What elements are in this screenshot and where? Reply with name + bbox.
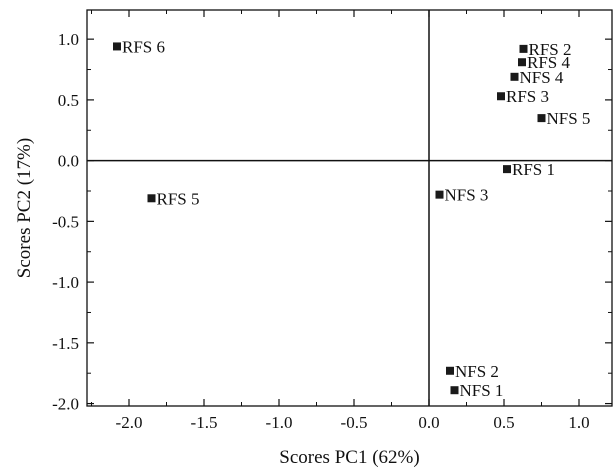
data-point-marker (510, 72, 519, 81)
data-point-marker (147, 194, 156, 203)
data-point-marker (113, 42, 121, 51)
data-point-label: NFS 1 (460, 381, 504, 400)
data-point-label: RFS 5 (157, 189, 200, 208)
data-point-marker (518, 58, 526, 67)
data-point-label: RFS 2 (529, 40, 572, 59)
data-point-marker (497, 92, 505, 101)
data-point-marker (519, 44, 528, 53)
data-point-marker (503, 165, 511, 174)
y-axis-title: Scores PC2 (17%) (14, 138, 35, 278)
y-tick-label: 0.5 (58, 91, 79, 110)
x-tick-label: -1.5 (191, 413, 218, 432)
data-point-marker (435, 190, 444, 199)
data-point-label: RFS 6 (122, 37, 165, 56)
y-tick-label: -0.5 (52, 212, 79, 231)
x-axis-ticks: -2.0 -1.5 -1.0 -0.5 0.0 0.5 1.0 (91, 10, 590, 432)
data-point-marker (450, 386, 459, 395)
data-point-label: RFS 4 (527, 53, 570, 72)
data-point-label: NFS 4 (520, 68, 564, 87)
x-tick-label: 0.0 (418, 413, 439, 432)
x-tick-label: -0.5 (341, 413, 368, 432)
x-axis-title: Scores PC1 (62%) (279, 447, 419, 468)
x-tick-label: 1.0 (568, 413, 589, 432)
x-tick-label: -1.0 (266, 413, 293, 432)
data-point-marker (537, 114, 546, 123)
y-tick-label: -1.0 (52, 273, 79, 292)
data-point-label: NFS 3 (445, 186, 489, 205)
data-point-label: RFS 3 (506, 87, 549, 106)
data-point-label: NFS 2 (455, 362, 499, 381)
y-tick-label: -1.5 (52, 334, 79, 353)
x-tick-label: -2.0 (116, 413, 143, 432)
y-tick-label: 1.0 (58, 30, 79, 49)
plot-frame (86, 9, 613, 407)
y-tick-label: 0.0 (58, 152, 79, 171)
data-point-label: NFS 5 (547, 109, 591, 128)
data-point-marker (446, 366, 454, 375)
y-axis-ticks: 1.0 0.5 0.0 -0.5 -1.0 -1.5 -2.0 (52, 30, 612, 414)
reference-lines (87, 10, 612, 406)
data-point-label: RFS 1 (512, 160, 555, 179)
y-tick-label: -2.0 (52, 395, 79, 414)
x-tick-label: 0.5 (493, 413, 514, 432)
